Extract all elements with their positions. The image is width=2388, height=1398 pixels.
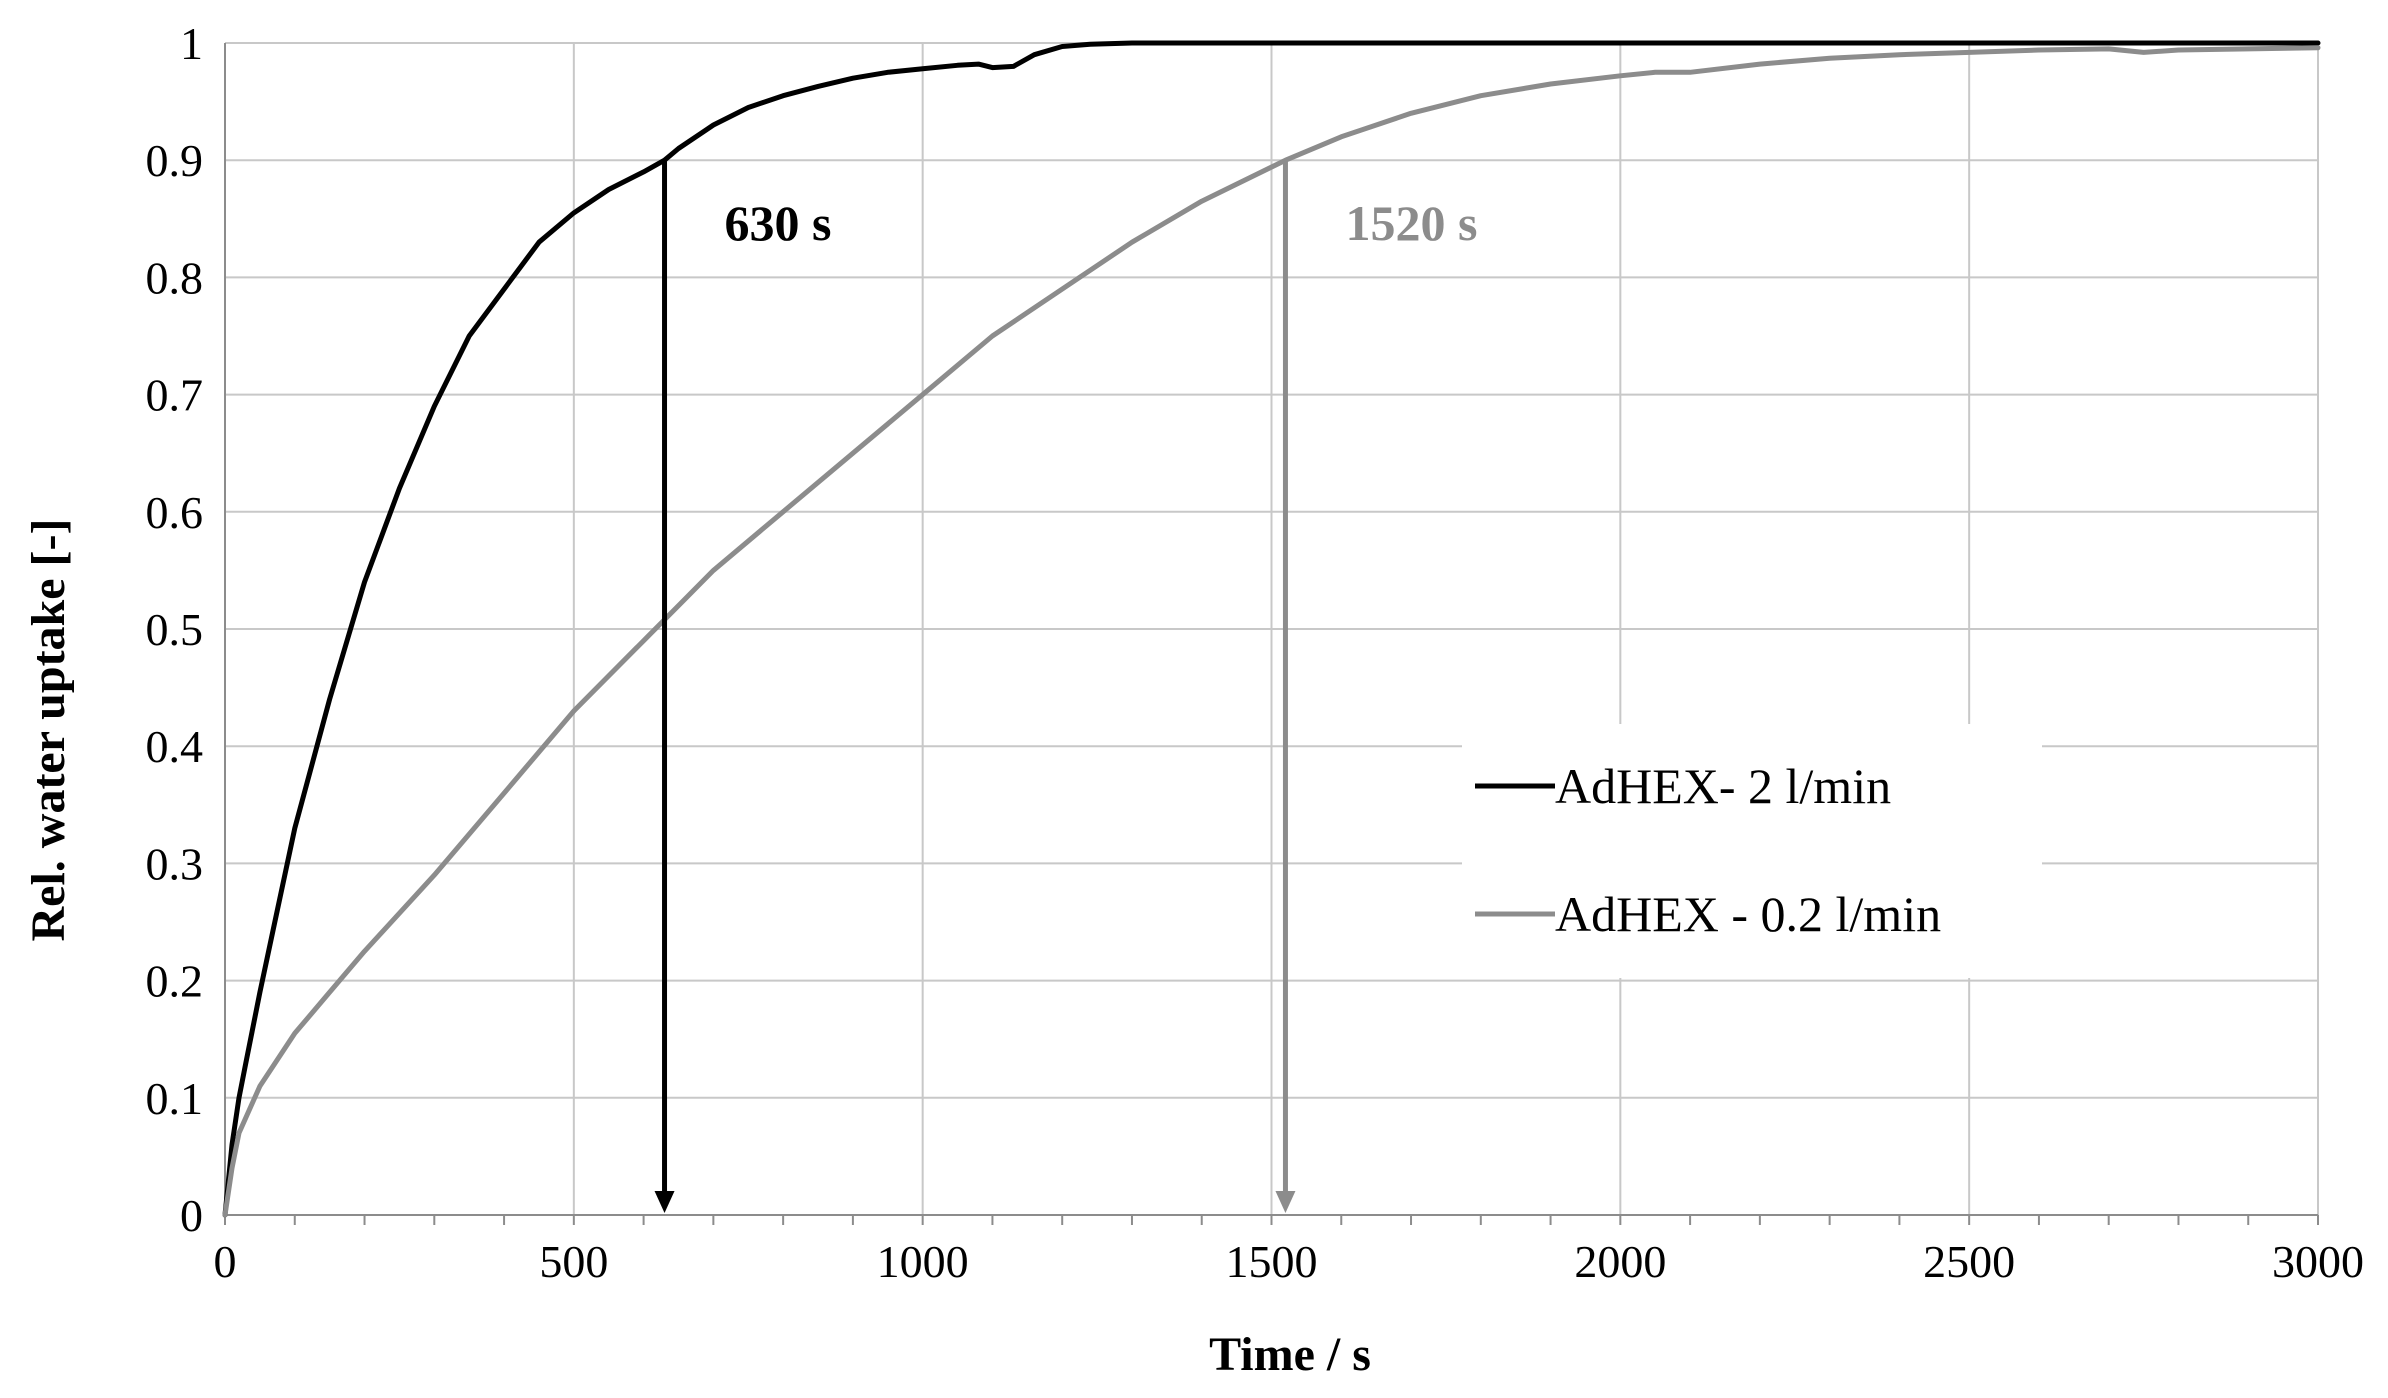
x-tick-label-4: 2000: [1574, 1236, 1666, 1287]
legend-label-series-2: AdHEX - 0.2 l/min: [1555, 886, 1941, 942]
annotation-label-1: 630 s: [725, 195, 832, 251]
legend-box: [1462, 724, 2042, 978]
series-line-1: [222, 40, 2321, 1218]
x-tick-label-2: 1000: [877, 1236, 969, 1287]
series-lines: [222, 40, 2321, 1218]
y-tick-label-0: 0: [180, 1190, 203, 1241]
y-tick-label-7: 0.7: [146, 370, 204, 421]
x-tick-label-5: 2500: [1923, 1236, 2015, 1287]
axes: [224, 43, 2319, 1225]
annotations: 630 s 1520 s: [654, 160, 1477, 1213]
y-tick-label-10: 1: [180, 18, 203, 69]
y-tick-label-2: 0.2: [146, 956, 204, 1007]
y-tick-label-6: 0.6: [146, 487, 204, 538]
x-axis-title: Time / s: [1209, 1328, 1371, 1381]
x-tick-label-1: 500: [539, 1236, 608, 1287]
x-tick-label-6: 3000: [2272, 1236, 2364, 1287]
annotation-arrow-head-1: [654, 1191, 675, 1213]
annotation-arrow-head-2: [1275, 1191, 1296, 1213]
y-axis-title: Rel. water uptake [-]: [22, 518, 75, 941]
x-tick-label-3: 1500: [1226, 1236, 1318, 1287]
x-tick-label-0: 0: [214, 1236, 237, 1287]
y-tick-label-5: 0.5: [146, 604, 204, 655]
x-axis-tick-labels: 0 500 1000 1500 2000 2500 3000: [214, 1236, 2365, 1287]
legend-label-series-1: AdHEX- 2 l/min: [1555, 758, 1891, 814]
annotation-label-2: 1520 s: [1345, 195, 1477, 251]
series-line-2: [222, 45, 2321, 1218]
y-tick-label-4: 0.4: [146, 721, 204, 772]
y-tick-label-9: 0.9: [146, 135, 204, 186]
y-tick-label-8: 0.8: [146, 252, 204, 303]
y-tick-label-3: 0.3: [146, 838, 204, 889]
y-tick-label-1: 0.1: [146, 1073, 204, 1124]
y-axis-tick-labels: 0 0.1 0.2 0.3 0.4 0.5 0.6 0.7 0.8 0.9 1: [146, 18, 204, 1241]
